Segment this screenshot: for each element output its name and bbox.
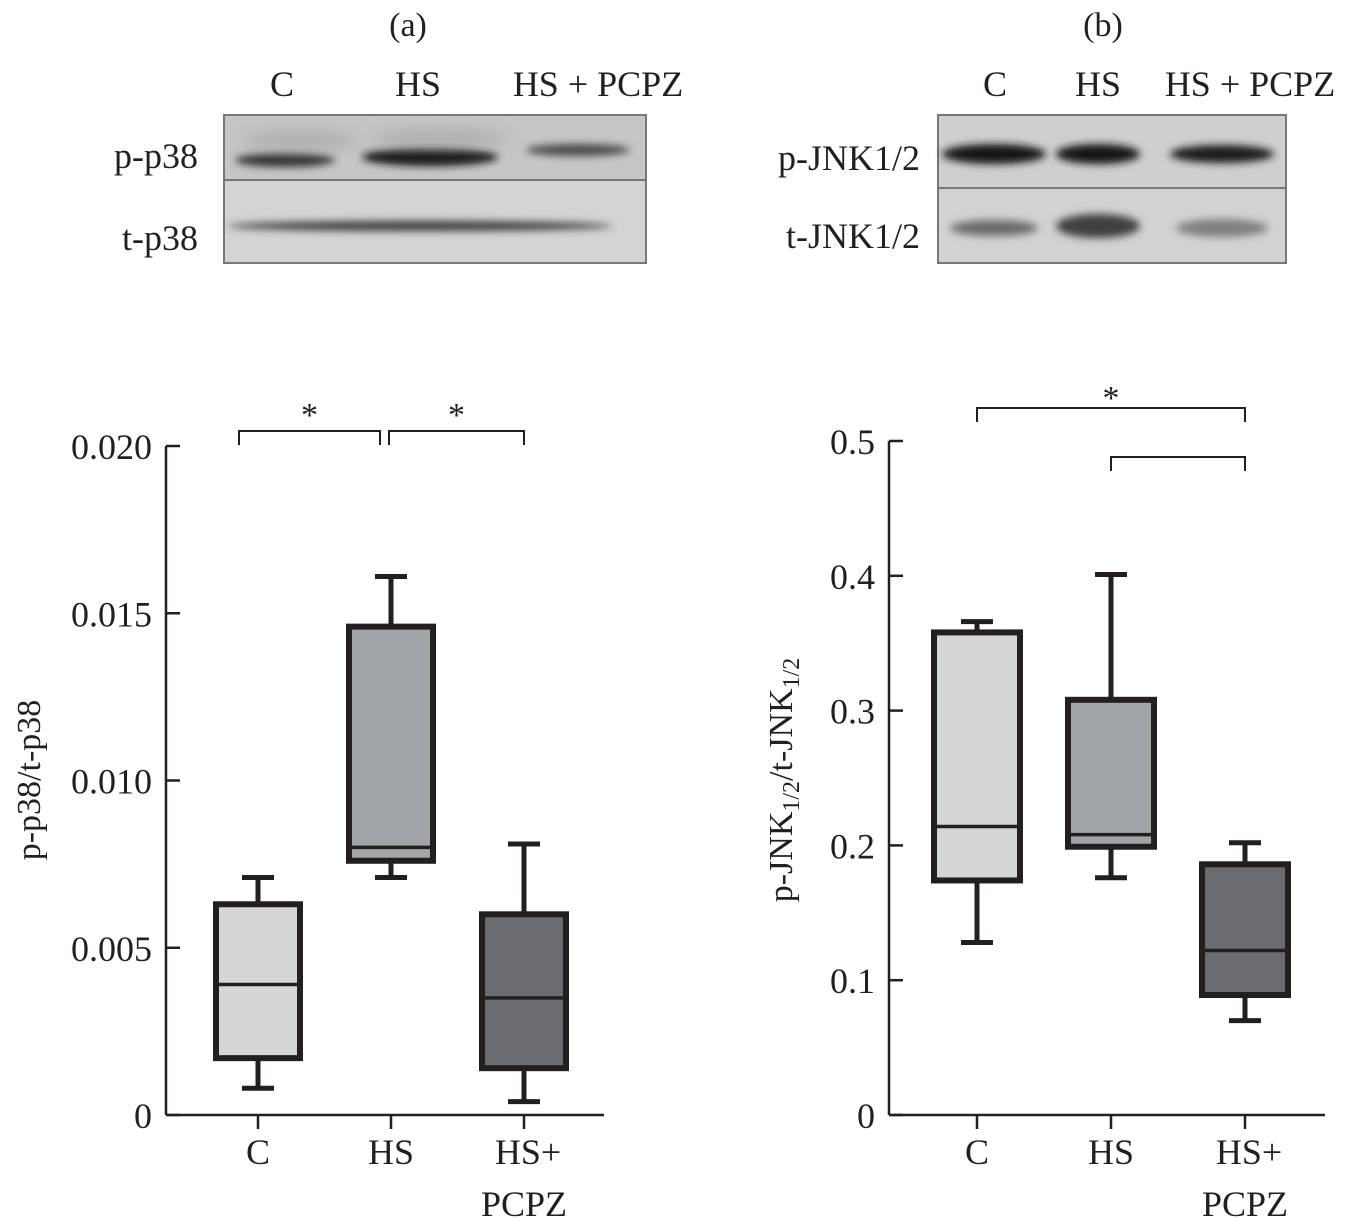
significance-bracket — [976, 407, 1246, 422]
y-axis-label-part: p-p38/t-p38 — [11, 700, 48, 861]
y-tick-label: 0.015 — [71, 594, 152, 634]
x-tick-label: HS — [1088, 1132, 1134, 1172]
x-tick-label: C — [246, 1132, 270, 1172]
blot-band — [240, 132, 360, 148]
y-tick-label: 0.020 — [71, 427, 152, 467]
x-tick-label: PCPZ — [481, 1184, 567, 1224]
box-0 — [213, 901, 303, 1062]
panel-a-lane-hs-pcpz: HS + PCPZ — [513, 64, 683, 104]
blot-band — [1056, 144, 1140, 164]
y-tick-label: 0.005 — [71, 929, 152, 969]
y-axis-label-part: 1/2 — [779, 781, 805, 812]
significance-star: * — [1103, 380, 1120, 417]
y-tick-label: 0.2 — [830, 826, 875, 866]
significance-bracket — [238, 430, 381, 445]
box-0 — [931, 629, 1023, 884]
y-tick-label: 0.5 — [830, 422, 875, 462]
x-tick-label: PCPZ — [1202, 1184, 1288, 1224]
blot-band — [362, 148, 498, 166]
box-2 — [1199, 861, 1291, 999]
box-2 — [479, 911, 569, 1072]
significance-bracket — [388, 430, 525, 445]
panel-b-label: (b) — [1083, 7, 1123, 44]
y-tick-label: 0 — [134, 1096, 152, 1136]
y-axis-label: p-JNK1/2/t-JNK1/2 — [763, 658, 805, 903]
blot-band — [1176, 219, 1268, 237]
panel-b-lane-hs: HS — [1075, 64, 1121, 104]
significance-bracket — [1110, 456, 1246, 471]
panel-a-label: (a) — [389, 7, 427, 44]
y-tick-label: 0.3 — [830, 692, 875, 732]
blot-a-row2-label: t-p38 — [122, 218, 198, 258]
x-tick-label: HS — [368, 1132, 414, 1172]
blot-b-row1-label: p-JNK1/2 — [778, 138, 920, 178]
panel-b-lane-c: C — [983, 64, 1007, 104]
significance-star: * — [448, 397, 465, 434]
panel-a-lane-c: C — [270, 64, 294, 104]
blot-a-row1-label: p-p38 — [114, 136, 198, 176]
y-tick-label: 0 — [857, 1096, 875, 1136]
box-1 — [1065, 696, 1157, 850]
blot-b-row2-label: t-JNK1/2 — [786, 216, 920, 256]
blot-band — [235, 153, 335, 167]
blot-band — [526, 144, 630, 156]
blot-band — [228, 221, 612, 231]
significance-star: * — [301, 397, 318, 434]
box-plot-b: 00.10.20.30.40.5p-JNK1/2/t-JNK1/2C HS HS+P… — [763, 380, 1325, 1224]
y-tick-label: 0.1 — [830, 961, 875, 1001]
blot-band — [1056, 214, 1140, 238]
blot-band — [950, 220, 1038, 236]
blot-band — [942, 144, 1046, 164]
x-tick-label: HS+ — [1216, 1132, 1282, 1172]
box-1 — [346, 623, 436, 864]
y-axis-label: p-p38/t-p38 — [11, 700, 48, 861]
western-blot-a — [223, 114, 647, 264]
x-tick-label: C — [965, 1132, 989, 1172]
panel-b-lane-hs-pcpz: HS + PCPZ — [1165, 64, 1335, 104]
y-axis-label-part: p-JNK — [763, 811, 800, 902]
y-axis-label-part: /t-JNK — [763, 688, 800, 781]
y-tick-label: 0.4 — [830, 557, 875, 597]
y-axis-label-part: 1/2 — [779, 658, 805, 689]
blot-band — [370, 130, 510, 146]
panel-a-lane-hs: HS — [395, 64, 441, 104]
x-tick-label: HS+ — [495, 1132, 561, 1172]
western-blot-b — [937, 114, 1287, 264]
box-plot-a: 0 0.005 0.010 0.015 0.020 p-p38/t-p38 C HS HS+ PC… — [11, 397, 604, 1224]
blot-band — [1170, 145, 1274, 163]
y-tick-label: 0.010 — [71, 762, 152, 802]
